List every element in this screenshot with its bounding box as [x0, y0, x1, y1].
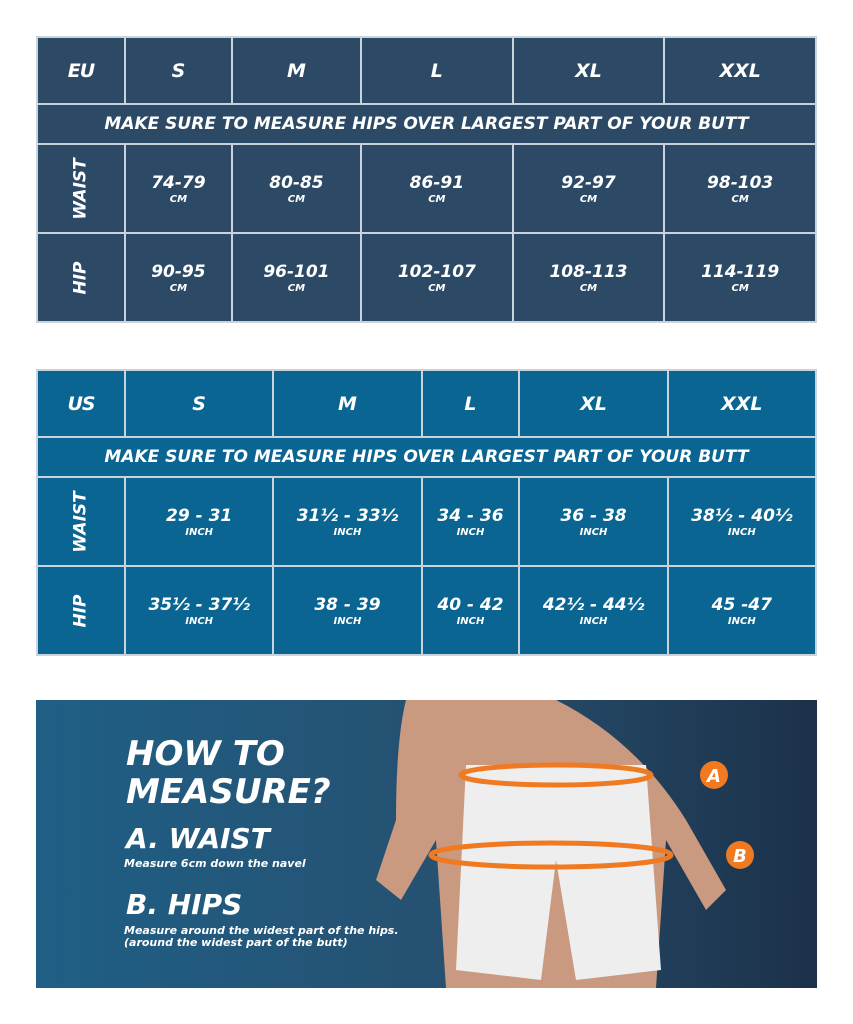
hip-label: HIP: [36, 565, 126, 656]
size-l: L: [420, 369, 521, 438]
hip-label: HIP: [36, 232, 126, 323]
eu-hip-xl: 108-113 CM: [511, 232, 666, 323]
us-label: US: [36, 369, 126, 438]
eu-waist-m: 80-85 CM: [230, 143, 363, 234]
size-l: L: [360, 36, 514, 105]
hips-description-1: Measure around the widest part of the hi…: [124, 924, 399, 937]
marker-a: A: [705, 766, 721, 787]
size-xxl: XXL: [666, 369, 818, 438]
eu-hip-m: 96-101 CM: [230, 232, 363, 323]
waist-description: Measure 6cm down the navel: [124, 857, 306, 870]
eu-hip-s: 90-95 CM: [124, 232, 233, 323]
marker-b: B: [733, 846, 747, 867]
marker-a-badge: [700, 761, 728, 789]
eu-waist-xl: 92-97 CM: [511, 143, 666, 234]
size-s: S: [124, 36, 233, 105]
shorts: [456, 765, 661, 980]
eu-size-table: EU S M L XL XXL MAKE SURE TO MEASURE HIPS OV…: [36, 36, 817, 323]
waist-heading: A. WAIST: [126, 822, 270, 855]
howto-title-2: MEASURE?: [126, 772, 331, 812]
us-waist-xxl: 38½ - 40½ INCH: [666, 476, 818, 567]
measure-banner: MAKE SURE TO MEASURE HIPS OVER LARGEST P…: [36, 103, 817, 145]
hips-description-2: (around the widest part of the butt): [124, 936, 348, 949]
marker-b-badge: [726, 841, 754, 869]
size-xl: XL: [511, 36, 666, 105]
how-to-measure-panel: A B HOW TO MEASURE? A. WAIST Measure 6cm…: [36, 700, 817, 988]
us-waist-l: 34 - 36 INCH: [420, 476, 521, 567]
waist-ring: [458, 762, 654, 788]
us-hip-xl: 42½ - 44½ INCH: [518, 565, 669, 656]
us-size-table: US S M L XL XXL MAKE SURE TO MEASURE HIPS OV…: [36, 369, 818, 656]
us-waist-m: 31½ - 33½ INCH: [272, 476, 423, 567]
hip-ring: [428, 840, 674, 870]
eu-hip-l: 102-107 CM: [360, 232, 514, 323]
hips-heading: B. HIPS: [126, 888, 243, 921]
us-waist-s: 29 - 31 INCH: [123, 476, 275, 567]
us-hip-l: 40 - 42 INCH: [420, 565, 521, 656]
size-xl: XL: [518, 369, 669, 438]
eu-waist-xxl: 98-103 CM: [663, 143, 817, 234]
size-xxl: XXL: [663, 36, 817, 105]
eu-waist-s: 74-79 CM: [124, 143, 233, 234]
waist-label: WAIST: [36, 476, 126, 567]
size-m: M: [272, 369, 423, 438]
eu-label: EU: [36, 36, 126, 105]
us-waist-xl: 36 - 38 INCH: [518, 476, 669, 567]
model-illustration: A B: [376, 700, 754, 988]
us-hip-xxl: 45 -47 INCH: [666, 565, 818, 656]
howto-title-1: HOW TO: [126, 734, 285, 774]
measure-banner: MAKE SURE TO MEASURE HIPS OVER LARGEST P…: [36, 436, 817, 478]
waist-label: WAIST: [36, 143, 126, 234]
eu-hip-xxl: 114-119 CM: [663, 232, 817, 323]
size-m: M: [230, 36, 363, 105]
us-hip-s: 35½ - 37½ INCH: [123, 565, 275, 656]
us-hip-m: 38 - 39 INCH: [272, 565, 423, 656]
size-s: S: [123, 369, 275, 438]
eu-waist-l: 86-91 CM: [360, 143, 514, 234]
